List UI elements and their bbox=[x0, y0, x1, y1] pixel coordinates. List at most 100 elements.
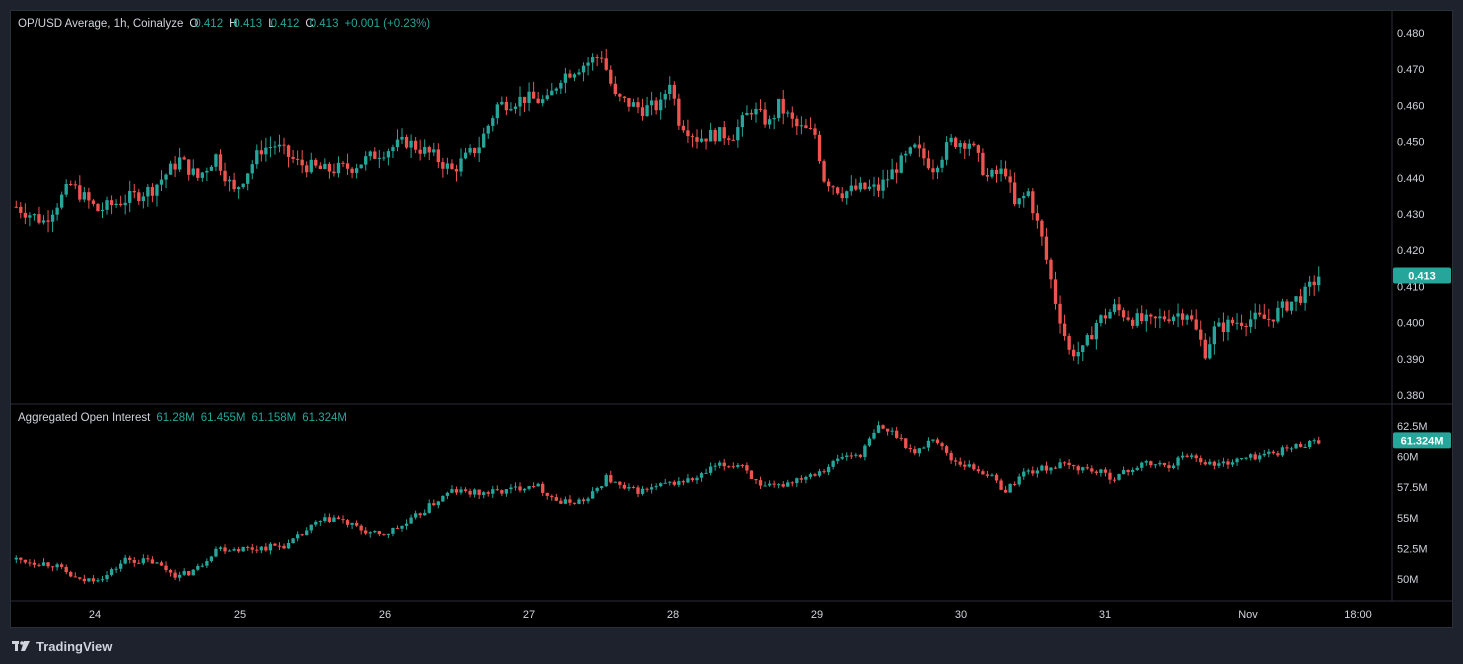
price-candle bbox=[731, 139, 735, 141]
oi-candle bbox=[1117, 474, 1121, 480]
oi-candle bbox=[958, 461, 962, 465]
chart-frame[interactable]: 0.480 0.470 0.460 0.450 0.440 0.430 0.420 0.410… bbox=[10, 10, 1453, 628]
price-candle bbox=[341, 162, 345, 164]
oi-candle bbox=[935, 439, 940, 444]
price-candle bbox=[1185, 315, 1189, 320]
oi-candle bbox=[1013, 483, 1017, 485]
oi-candle bbox=[1203, 462, 1207, 465]
oi-candle bbox=[1049, 467, 1053, 471]
price-axis-tick: 0.480 bbox=[1397, 28, 1425, 40]
price-candle bbox=[1162, 316, 1167, 320]
time-axis-tick: 27 bbox=[523, 609, 535, 621]
oi-candle bbox=[990, 474, 994, 476]
oi-axis-tick: 52.5M bbox=[1397, 543, 1428, 555]
oi-candle bbox=[96, 580, 100, 582]
oi-candle bbox=[858, 454, 863, 457]
tradingview-logo-icon[interactable] bbox=[12, 640, 30, 652]
oi-candle bbox=[87, 578, 91, 582]
price-candle bbox=[904, 153, 908, 156]
oi-candle bbox=[999, 480, 1003, 490]
price-candle bbox=[663, 93, 667, 100]
oi-candle bbox=[200, 565, 205, 567]
price-candle bbox=[772, 118, 776, 120]
oi-candle bbox=[341, 519, 345, 521]
oi-candle bbox=[1303, 447, 1307, 449]
price-candle bbox=[1140, 313, 1144, 322]
price-candle bbox=[105, 200, 109, 210]
oi-candle bbox=[527, 486, 531, 489]
oi-candle bbox=[586, 498, 590, 502]
price-candle bbox=[318, 165, 322, 169]
price-candle bbox=[636, 102, 640, 108]
oi-title[interactable]: Aggregated Open Interest bbox=[18, 412, 151, 424]
oi-candle bbox=[1267, 451, 1271, 454]
oi-candle bbox=[118, 563, 123, 569]
oi-candle bbox=[913, 449, 917, 454]
price-candle bbox=[763, 109, 767, 125]
price-candle bbox=[1289, 301, 1294, 311]
oi-candle bbox=[64, 566, 68, 573]
oi-candle bbox=[531, 486, 536, 488]
price-candle bbox=[277, 144, 282, 147]
time-axis-tick: 25 bbox=[234, 609, 246, 621]
price-candle bbox=[82, 192, 87, 200]
oi-candle bbox=[450, 489, 454, 493]
price-candle bbox=[668, 84, 672, 94]
oi-candle bbox=[663, 482, 667, 484]
oi-candle bbox=[1140, 462, 1144, 468]
price-candle bbox=[1040, 220, 1044, 237]
price-candle bbox=[1239, 322, 1244, 327]
price-candle bbox=[686, 130, 690, 137]
price-candle bbox=[754, 108, 758, 115]
price-candle bbox=[681, 125, 686, 131]
oi-axis-tick: 60M bbox=[1397, 452, 1418, 464]
price-candle bbox=[395, 139, 400, 148]
price-candle bbox=[191, 168, 195, 175]
oi-candle bbox=[731, 466, 735, 468]
price-candle bbox=[114, 203, 118, 206]
oi-candle bbox=[1199, 458, 1203, 463]
price-candle bbox=[826, 181, 831, 187]
price-candle bbox=[1217, 322, 1221, 327]
oi-candle bbox=[708, 466, 713, 473]
oi-candle bbox=[305, 530, 309, 536]
price-candle bbox=[268, 147, 273, 149]
symbol-title[interactable]: OP/USD Average, 1h, Coinalyze bbox=[18, 18, 184, 30]
oi-candle bbox=[69, 572, 73, 577]
price-candle bbox=[218, 154, 223, 171]
price-axis-tick: 0.460 bbox=[1397, 100, 1425, 112]
price-candle bbox=[808, 128, 813, 130]
oi-candle bbox=[822, 471, 826, 473]
price-candle bbox=[872, 184, 876, 187]
oi-candle bbox=[28, 562, 32, 564]
oi-candle bbox=[468, 491, 472, 495]
price-candle bbox=[777, 98, 781, 119]
oi-candle bbox=[259, 546, 264, 551]
price-candle bbox=[1203, 339, 1207, 359]
oi-candle bbox=[282, 545, 286, 549]
price-candle bbox=[926, 158, 931, 169]
oi-candle bbox=[196, 565, 200, 570]
oi-candle bbox=[1026, 470, 1030, 472]
price-candle bbox=[373, 151, 377, 159]
oi-candle bbox=[509, 487, 513, 490]
chart-canvas[interactable]: 0.480 0.470 0.460 0.450 0.440 0.430 0.420 0.410… bbox=[11, 11, 1452, 627]
oi-candle bbox=[1067, 462, 1071, 466]
price-candle bbox=[1003, 168, 1008, 177]
price-candle bbox=[1285, 301, 1289, 311]
price-candle bbox=[1280, 301, 1285, 308]
price-candle bbox=[423, 147, 427, 154]
price-candle bbox=[436, 149, 440, 163]
price-candle bbox=[994, 169, 999, 175]
price-candle bbox=[1149, 314, 1153, 317]
price-candle bbox=[273, 146, 277, 148]
oi-candle bbox=[504, 489, 509, 494]
oi-candle bbox=[32, 562, 37, 565]
oi-candle bbox=[1158, 462, 1162, 465]
oi-candle bbox=[522, 488, 527, 491]
oi-candle bbox=[872, 432, 876, 439]
price-candle bbox=[1094, 323, 1099, 340]
oi-candle bbox=[155, 562, 159, 564]
brand-name[interactable]: TradingView bbox=[36, 638, 113, 654]
price-candle bbox=[314, 159, 318, 166]
